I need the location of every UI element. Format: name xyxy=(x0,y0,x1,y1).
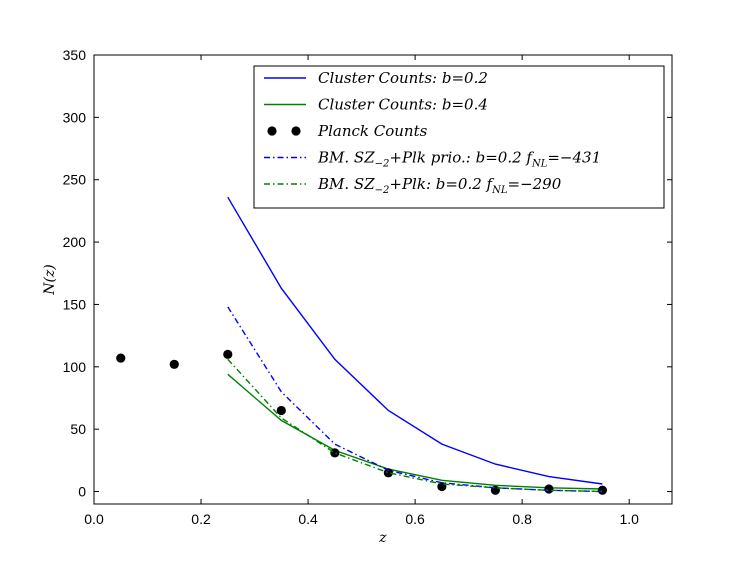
plot-frame xyxy=(93,54,673,505)
data-point xyxy=(276,405,286,416)
y-tick-label: 250 xyxy=(63,172,87,188)
y-tick-label: 50 xyxy=(70,421,86,437)
series-line-3 xyxy=(227,306,603,493)
x-tick-label: 0.0 xyxy=(84,511,104,527)
series-line-4 xyxy=(227,358,603,493)
data-point xyxy=(223,349,233,359)
ticks: 0.0 0.2 0.4 0.6 0.8 1.0 0 50 100 150 200 250 300 350 xyxy=(63,47,672,527)
data-point xyxy=(383,468,393,478)
legend-label: Cluster Counts: b=0.2 xyxy=(318,69,488,87)
legend-label: BM. SZ−2+Plk prio.: b=0.2 fNL=−431 xyxy=(317,149,601,170)
data-point xyxy=(330,448,340,458)
data-point xyxy=(544,484,554,494)
x-tick-label: 0.8 xyxy=(512,511,532,527)
x-tick-label: 1.0 xyxy=(619,511,639,527)
x-axis-label: z xyxy=(378,530,387,546)
legend: Cluster Counts: b=0.2 Cluster Counts: b=0… xyxy=(253,65,665,209)
y-tick-label: 350 xyxy=(63,47,87,63)
data-point xyxy=(169,359,179,369)
x-tick-label: 0.2 xyxy=(191,511,211,527)
y-tick-label: 300 xyxy=(63,109,87,125)
y-tick-label: 200 xyxy=(63,234,87,250)
series-line-0 xyxy=(227,196,603,485)
data-point xyxy=(597,485,608,495)
y-tick-label: 150 xyxy=(63,296,87,312)
legend-entry: Cluster Counts: b=0.4 xyxy=(264,96,488,114)
legend-entry: BM. SZ−2+Plk: b=0.2 fNL=−290 xyxy=(264,175,562,196)
legend-label: Planck Counts xyxy=(317,122,428,140)
y-tick-label: 0 xyxy=(78,484,86,500)
axes xyxy=(93,54,673,505)
legend-marker xyxy=(291,126,301,136)
legend-entry: Cluster Counts: b=0.2 xyxy=(264,69,488,87)
series-layer xyxy=(116,196,608,495)
legend-label: BM. SZ−2+Plk: b=0.2 fNL=−290 xyxy=(317,175,562,196)
legend-box xyxy=(253,65,665,209)
legend-entry: Planck Counts xyxy=(267,122,428,140)
legend-marker xyxy=(267,126,277,136)
legend-label: Cluster Counts: b=0.4 xyxy=(318,96,488,114)
y-tick-label: 100 xyxy=(63,359,87,375)
series-line-1 xyxy=(227,373,603,490)
x-tick-label: 0.6 xyxy=(405,511,425,527)
x-tick-label: 0.4 xyxy=(298,511,318,527)
data-point xyxy=(116,353,126,363)
y-axis-label: N(z) xyxy=(42,264,58,296)
legend-entry: BM. SZ−2+Plk prio.: b=0.2 fNL=−431 xyxy=(264,149,601,170)
